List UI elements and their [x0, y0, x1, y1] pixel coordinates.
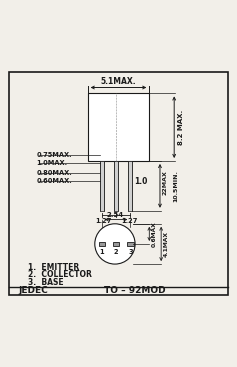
- Text: 2.  COLLECTOR: 2. COLLECTOR: [28, 270, 92, 280]
- Bar: [128, 161, 132, 211]
- Text: 1.0: 1.0: [134, 177, 148, 186]
- Bar: [88, 94, 149, 161]
- Text: 0.60MAX.: 0.60MAX.: [37, 178, 73, 184]
- Text: 3: 3: [128, 249, 133, 255]
- Bar: [127, 242, 134, 246]
- Bar: [113, 242, 119, 246]
- Text: 2.54: 2.54: [106, 212, 123, 218]
- Text: 0.80MAX.: 0.80MAX.: [37, 170, 73, 176]
- Text: 3.  BASE: 3. BASE: [28, 278, 64, 287]
- Text: 2: 2: [114, 249, 118, 255]
- Text: 1.0MAX.: 1.0MAX.: [37, 160, 68, 166]
- Text: 4.1MAX: 4.1MAX: [164, 231, 169, 257]
- Text: 5.1MAX.: 5.1MAX.: [101, 77, 136, 86]
- Bar: [114, 161, 118, 211]
- Text: 1: 1: [100, 249, 104, 255]
- Text: 1.  EMITTER: 1. EMITTER: [28, 263, 80, 272]
- Bar: [99, 242, 105, 246]
- Text: JEDEC: JEDEC: [18, 286, 48, 295]
- Text: 8.2 MAX.: 8.2 MAX.: [178, 110, 184, 145]
- Text: TO – 92MOD: TO – 92MOD: [104, 286, 166, 295]
- Circle shape: [95, 224, 135, 264]
- Text: 1.27: 1.27: [121, 218, 137, 224]
- Text: 10.5MIN.: 10.5MIN.: [173, 170, 178, 202]
- Text: 1.27: 1.27: [95, 218, 111, 224]
- Text: 22MAX: 22MAX: [162, 170, 167, 195]
- Text: 0.75MAX.: 0.75MAX.: [37, 152, 72, 158]
- Bar: [100, 161, 104, 211]
- Text: 0.6MAX: 0.6MAX: [152, 221, 157, 247]
